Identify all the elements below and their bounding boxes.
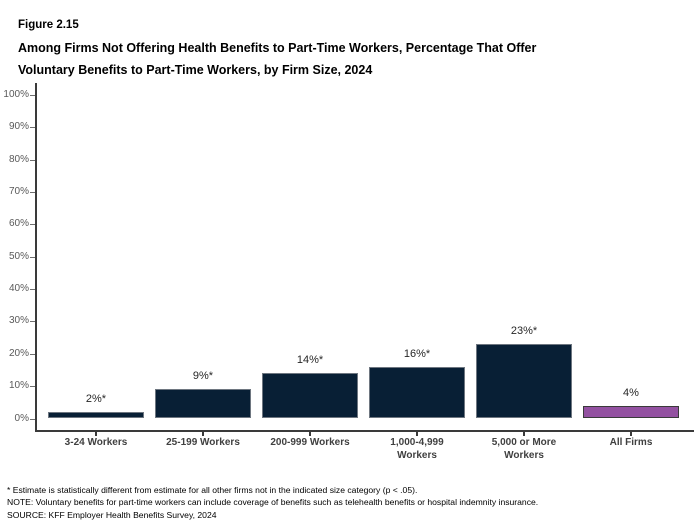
y-axis-tick-label: 80% [8, 153, 29, 165]
x-axis-category-label: 25-199 Workers [166, 437, 240, 448]
y-axis-tick-label: 70% [8, 186, 29, 198]
x-axis-tick-mark [309, 431, 311, 436]
bar-value-label: 2%* [85, 393, 107, 406]
x-axis-category-label: 5,000 or More Workers [491, 437, 557, 461]
bar-2 [155, 389, 251, 419]
footnote-asterisk: * Estimate is statistically different fr… [7, 485, 418, 495]
y-axis-tick-mark [30, 321, 35, 323]
y-axis-tick-label: 90% [8, 121, 29, 133]
bar-value-label: 9%* [192, 370, 214, 383]
y-axis-tick-mark [30, 192, 35, 194]
y-axis-tick-label: 0% [14, 412, 29, 424]
y-axis-tick-label: 10% [8, 380, 29, 392]
y-axis-tick-label: 50% [8, 250, 29, 262]
figure-title-line-1: Among Firms Not Offering Health Benefits… [18, 41, 537, 55]
bar-value-label: 16%* [403, 347, 431, 360]
y-axis-tick-mark [30, 386, 35, 388]
y-axis-tick-mark [30, 256, 35, 258]
figure-title: Among Firms Not Offering Health Benefits… [18, 37, 536, 81]
y-axis-tick-mark [30, 418, 35, 420]
x-axis-category-label: All Firms [609, 437, 653, 448]
y-axis-line [35, 83, 37, 430]
x-axis-tick-mark [416, 431, 418, 436]
x-axis-category-label: 200-999 Workers [270, 437, 350, 448]
y-axis-tick-mark [30, 159, 35, 161]
x-axis-tick-mark [523, 431, 525, 436]
y-axis-tick-label: 100% [3, 89, 29, 100]
y-axis-tick-mark [30, 127, 35, 129]
y-axis-tick-label: 40% [8, 283, 29, 295]
y-axis-tick-mark [30, 95, 35, 96]
bar-value-label: 23%* [510, 325, 538, 338]
y-axis-tick-label: 30% [8, 315, 29, 327]
y-axis-tick-label: 20% [8, 347, 29, 359]
y-axis-tick-mark [30, 224, 35, 226]
bar-1 [48, 412, 144, 419]
footnotes: * Estimate is statistically different fr… [7, 484, 538, 521]
footnote-note: NOTE: Voluntary benefits for part-time w… [7, 497, 539, 508]
bar-5 [476, 344, 572, 419]
x-axis-line [35, 430, 694, 432]
figure-number: Figure 2.15 [18, 19, 79, 31]
bar-value-label: 14%* [296, 354, 324, 367]
y-axis-tick-mark [30, 353, 35, 355]
x-axis-tick-mark [630, 431, 632, 436]
y-axis-tick-mark [30, 289, 35, 291]
x-axis-tick-mark [202, 431, 204, 436]
bar-value-label: 4% [623, 386, 639, 399]
figure-title-line-2: Voluntary Benefits to Part-Time Workers,… [18, 63, 373, 77]
y-axis-tick-label: 60% [8, 218, 29, 230]
bar-6 [583, 405, 679, 419]
x-axis-tick-mark [95, 431, 97, 436]
x-axis-category-label: 3-24 Workers [64, 437, 128, 448]
footnote-source: SOURCE: KFF Employer Health Benefits Sur… [7, 509, 217, 520]
x-axis-category-label: 1,000-4,999 Workers [390, 437, 444, 461]
bar-3 [262, 373, 358, 419]
bar-4 [369, 366, 465, 419]
